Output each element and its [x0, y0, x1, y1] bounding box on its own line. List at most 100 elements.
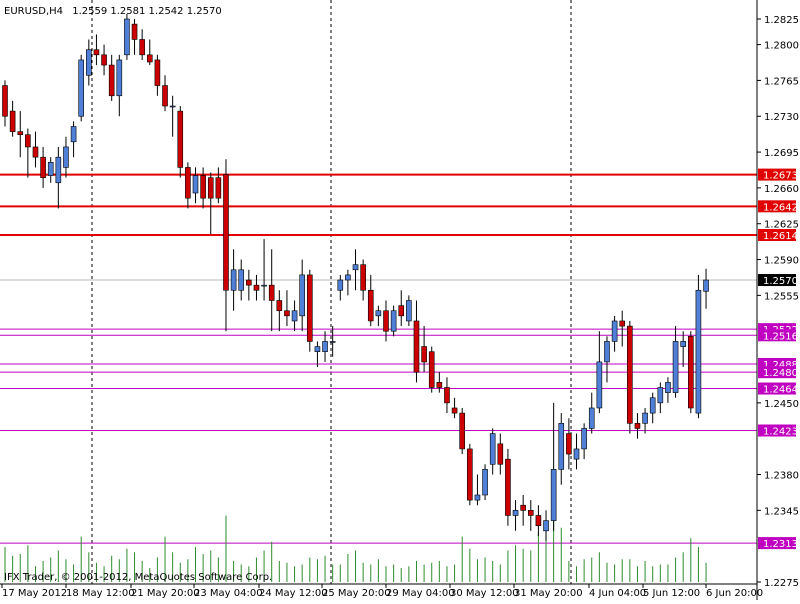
- bear-candle: [619, 320, 626, 327]
- bull-candle: [672, 341, 679, 393]
- bull-candle: [657, 387, 664, 404]
- y-tick-label: 1.2590: [764, 256, 799, 267]
- bear-candle: [360, 264, 366, 291]
- bull-candle: [314, 346, 321, 352]
- resistance-price-tag-bg: [758, 168, 796, 181]
- y-tick-label: 1.2800: [764, 41, 799, 52]
- price-axis: 1.2825 1.2800 1.2765 1.2730 1.2695 1.2660 1.26…: [756, 0, 799, 600]
- bull-candle: [322, 341, 328, 352]
- bear-candle: [527, 510, 534, 516]
- ohlc-label: 1.2559 1.2581 1.2542 1.2570: [72, 6, 222, 17]
- bull-candle: [558, 423, 565, 470]
- resistance-price-tag: 1.2642: [763, 202, 798, 213]
- x-tick-label: 18 May 12:00: [66, 588, 135, 599]
- bear-candle: [687, 336, 694, 409]
- volume-bars: [4, 515, 707, 582]
- bear-candle: [535, 515, 542, 526]
- bull-candle: [47, 162, 54, 176]
- support-price-tag: 1.2464: [763, 385, 798, 396]
- resistance-price-tag: 1.2614: [763, 231, 798, 242]
- bear-candle: [215, 177, 222, 199]
- y-tick-label: 1.2625: [764, 220, 799, 231]
- bear-candle: [93, 49, 100, 56]
- bear-candle: [207, 177, 214, 199]
- bear-candle: [200, 175, 206, 199]
- x-tick-label: 17 May 2012: [2, 588, 67, 599]
- bear-candle: [367, 289, 374, 322]
- bull-candle: [291, 310, 298, 322]
- support-price-tag: 1.2423: [763, 427, 798, 438]
- bear-candle: [154, 59, 161, 86]
- bear-candle: [246, 279, 252, 286]
- bear-candle: [177, 110, 184, 168]
- bear-candle: [253, 284, 260, 291]
- bear-candle: [146, 54, 153, 63]
- x-tick-label: 5 Jun 12:00: [643, 588, 700, 599]
- y-tick-label: 1.2695: [764, 148, 799, 159]
- bull-candle: [512, 510, 519, 516]
- x-tick-label: 29 May 04:00: [386, 588, 455, 599]
- bull-candle: [474, 494, 481, 501]
- y-tick-label: 1.2345: [764, 506, 799, 517]
- bear-candle: [25, 134, 31, 148]
- bull-candle: [406, 300, 412, 322]
- bull-candle: [337, 279, 344, 291]
- bear-candle: [505, 458, 511, 516]
- bull-candle: [604, 341, 610, 363]
- bear-candle: [383, 310, 389, 332]
- bull-candle: [489, 433, 496, 465]
- bear-candle: [398, 305, 405, 317]
- bull-candle: [588, 407, 595, 429]
- y-tick-label: 1.2825: [764, 15, 799, 26]
- bull-candle: [124, 18, 130, 56]
- bear-candle: [101, 54, 107, 66]
- candlesticks: [2, 13, 709, 542]
- copyright-label: IFX Trader, © 2001-2012, MetaQuotes Soft…: [4, 572, 272, 583]
- bear-candle: [108, 64, 115, 97]
- x-tick-label: 24 May 12:00: [259, 588, 328, 599]
- resistance-price-tag: 1.2673: [763, 171, 798, 182]
- bull-candle: [238, 269, 245, 291]
- support-price-tag-bg: [758, 537, 796, 550]
- bull-candle: [665, 382, 671, 393]
- bear-candle: [2, 85, 8, 117]
- bull-candle: [352, 264, 359, 271]
- bull-candle: [230, 269, 237, 291]
- x-tick-label: 21 May 20:00: [131, 588, 200, 599]
- bear-candle: [9, 110, 16, 132]
- x-tick-label: 23 May 04:00: [194, 588, 263, 599]
- separator-lines: [91, 0, 572, 584]
- y-tick-label: 1.2660: [764, 184, 799, 195]
- x-tick-label: 4 Jun 04:00: [589, 588, 646, 599]
- bull-candle: [345, 274, 351, 281]
- bear-candle: [467, 448, 473, 501]
- bull-candle: [543, 520, 549, 532]
- bear-candle: [139, 39, 145, 56]
- bull-candle: [680, 341, 686, 347]
- symbol-label: EURUSD,H4: [4, 6, 63, 17]
- bull-candle: [703, 279, 709, 292]
- bull-candle: [70, 126, 77, 143]
- bull-candle: [695, 289, 702, 414]
- bear-candle: [40, 156, 46, 178]
- y-tick-label: 1.2765: [764, 76, 799, 87]
- support-price-tag: 1.2488: [763, 360, 798, 371]
- bear-candle: [444, 387, 450, 404]
- bear-candle: [223, 174, 229, 291]
- bear-candle: [413, 320, 420, 373]
- support-price-tag-bg: [758, 382, 796, 395]
- support-price-tag-bg: [758, 366, 796, 379]
- bull-candle: [86, 49, 92, 76]
- bear-candle: [627, 325, 633, 424]
- bull-candle: [482, 469, 488, 496]
- bull-candle: [550, 469, 557, 521]
- bull-candle: [299, 274, 305, 317]
- bear-candle: [131, 23, 138, 40]
- bear-candle: [566, 433, 572, 455]
- bull-candle: [55, 156, 62, 184]
- chart-header: EURUSD,H4 1.2559 1.2581 1.2542 1.2570: [4, 6, 222, 17]
- bull-candle: [63, 146, 69, 168]
